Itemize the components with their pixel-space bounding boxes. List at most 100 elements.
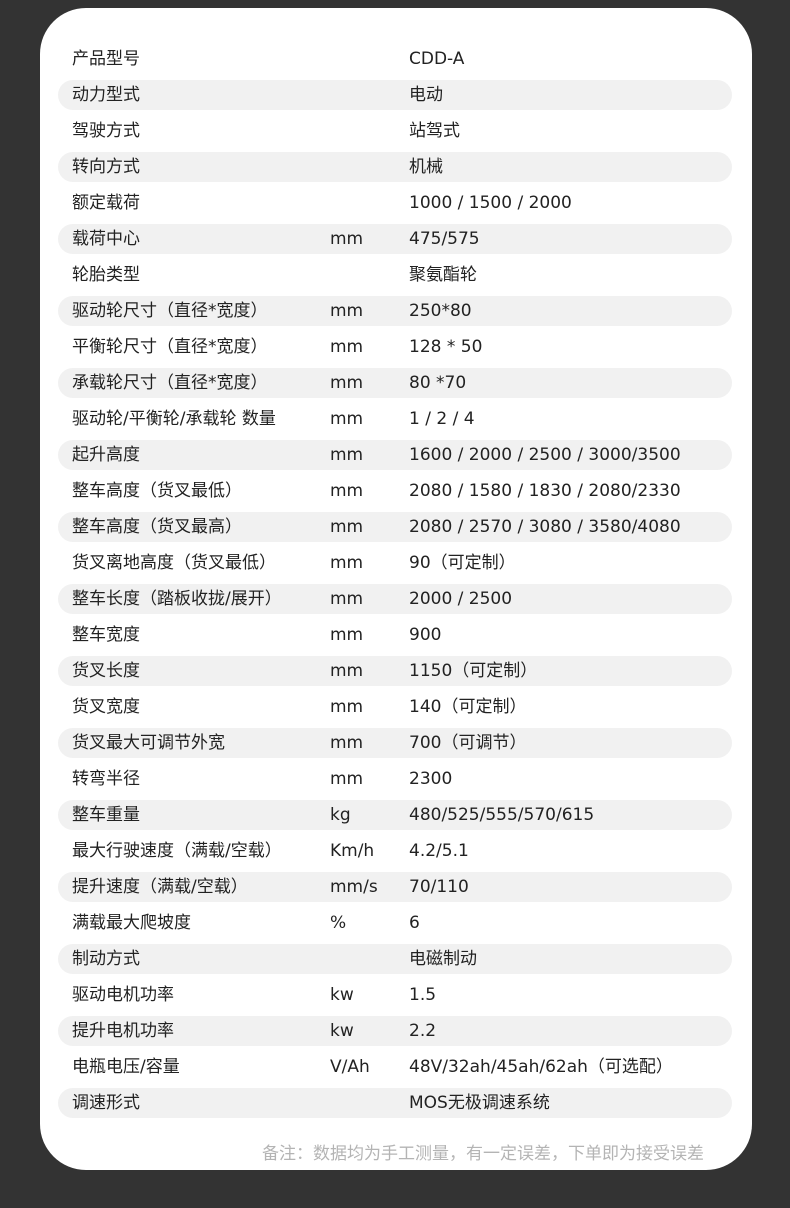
- spec-label: 整车宽度: [72, 625, 140, 645]
- spec-row: 动力型式 电动: [58, 77, 732, 113]
- spec-label: 制动方式: [72, 949, 140, 969]
- spec-label: 货叉宽度: [72, 697, 140, 717]
- spec-row: 调速形式 MOS无极调速系统: [58, 1085, 732, 1121]
- spec-label: 载荷中心: [72, 229, 140, 249]
- spec-label: 调速形式: [72, 1093, 140, 1113]
- spec-label: 额定载荷: [72, 193, 140, 213]
- spec-value: 475/575: [409, 229, 480, 249]
- spec-unit: mm: [330, 229, 364, 249]
- spec-label: 轮胎类型: [72, 265, 140, 285]
- spec-label: 起升高度: [72, 445, 140, 465]
- spec-value: CDD-A: [409, 49, 465, 69]
- spec-row: 驾驶方式 站驾式: [58, 113, 732, 149]
- spec-unit: mm/s: [330, 877, 378, 897]
- spec-value: 6: [409, 913, 420, 933]
- spec-unit: mm: [330, 697, 364, 717]
- spec-label: 驱动电机功率: [72, 985, 174, 1005]
- spec-row: 起升高度 mm 1600 / 2000 / 2500 / 3000/3500: [58, 437, 732, 473]
- spec-value: 1 / 2 / 4: [409, 409, 475, 429]
- spec-row: 额定载荷 1000 / 1500 / 2000: [58, 185, 732, 221]
- spec-unit: mm: [330, 625, 364, 645]
- spec-label: 驱动轮尺寸（直径*宽度）: [72, 301, 268, 321]
- spec-value: 机械: [409, 157, 443, 177]
- spec-row: 制动方式 电磁制动: [58, 941, 732, 977]
- spec-label: 货叉离地高度（货叉最低）: [72, 553, 276, 573]
- spec-label: 货叉长度: [72, 661, 140, 681]
- spec-row: 整车高度（货叉最低） mm 2080 / 1580 / 1830 / 2080/23…: [58, 473, 732, 509]
- spec-unit: Km/h: [330, 841, 375, 861]
- spec-unit: mm: [330, 733, 364, 753]
- spec-row: 平衡轮尺寸（直径*宽度） mm 128 * 50: [58, 329, 732, 365]
- spec-unit: V/Ah: [330, 1057, 370, 1077]
- spec-label: 最大行驶速度（满载/空载）: [72, 841, 282, 861]
- spec-label: 平衡轮尺寸（直径*宽度）: [72, 337, 268, 357]
- spec-unit: mm: [330, 301, 364, 321]
- spec-value: 2.2: [409, 1021, 437, 1041]
- spec-value: 电磁制动: [409, 949, 477, 969]
- spec-label: 整车高度（货叉最低）: [72, 481, 242, 501]
- spec-value: 480/525/555/570/615: [409, 805, 595, 825]
- spec-row: 整车重量 kg 480/525/555/570/615: [58, 797, 732, 833]
- spec-label: 转向方式: [72, 157, 140, 177]
- spec-unit: mm: [330, 337, 364, 357]
- spec-label: 产品型号: [72, 49, 140, 69]
- spec-label: 整车高度（货叉最高）: [72, 517, 242, 537]
- spec-value: 80 *70: [409, 373, 467, 393]
- spec-value: 1600 / 2000 / 2500 / 3000/3500: [409, 445, 681, 465]
- spec-label: 整车长度（踏板收拢/展开）: [72, 589, 282, 609]
- spec-row: 提升速度（满载/空载） mm/s 70/110: [58, 869, 732, 905]
- spec-row: 整车长度（踏板收拢/展开） mm 2000 / 2500: [58, 581, 732, 617]
- spec-value: 128 * 50: [409, 337, 483, 357]
- spec-label: 电瓶电压/容量: [72, 1057, 180, 1077]
- spec-card: 产品型号 CDD-A 动力型式 电动驾驶方式 站驾式转向方式 机械额定载荷 1000 / 1…: [40, 8, 752, 1170]
- spec-row: 电瓶电压/容量 V/Ah 48V/32ah/45ah/62ah（可选配）: [58, 1049, 732, 1085]
- spec-value: 2080 / 2570 / 3080 / 3580/4080: [409, 517, 681, 537]
- spec-label: 提升速度（满载/空载）: [72, 877, 248, 897]
- spec-value: 电动: [409, 85, 443, 105]
- spec-unit: %: [330, 913, 347, 933]
- spec-unit: mm: [330, 769, 364, 789]
- spec-value: 90（可定制）: [409, 553, 516, 573]
- spec-unit: mm: [330, 661, 364, 681]
- spec-unit: mm: [330, 409, 364, 429]
- spec-value: 4.2/5.1: [409, 841, 469, 861]
- spec-row: 货叉离地高度（货叉最低） mm 90（可定制）: [58, 545, 732, 581]
- spec-label: 整车重量: [72, 805, 140, 825]
- spec-unit: kw: [330, 985, 354, 1005]
- spec-value: 1000 / 1500 / 2000: [409, 193, 572, 213]
- spec-row: 转弯半径 mm 2300: [58, 761, 732, 797]
- spec-value: MOS无极调速系统: [409, 1093, 550, 1113]
- spec-row: 提升电机功率 kw 2.2: [58, 1013, 732, 1049]
- spec-label: 提升电机功率: [72, 1021, 174, 1041]
- footnote: 备注：数据均为手工测量，有一定误差，下单即为接受误差: [262, 1144, 704, 1164]
- spec-unit: kg: [330, 805, 351, 825]
- spec-row: 驱动轮/平衡轮/承载轮 数量 mm 1 / 2 / 4: [58, 401, 732, 437]
- spec-unit: mm: [330, 481, 364, 501]
- spec-value: 250*80: [409, 301, 472, 321]
- spec-unit: mm: [330, 373, 364, 393]
- spec-value: 2000 / 2500: [409, 589, 513, 609]
- spec-row: 货叉长度 mm 1150（可定制）: [58, 653, 732, 689]
- spec-row: 货叉宽度 mm 140（可定制）: [58, 689, 732, 725]
- spec-row: 整车宽度 mm 900: [58, 617, 732, 653]
- spec-row: 轮胎类型 聚氨酯轮: [58, 257, 732, 293]
- spec-value: 1.5: [409, 985, 437, 1005]
- spec-value: 2080 / 1580 / 1830 / 2080/2330: [409, 481, 681, 501]
- spec-label: 驾驶方式: [72, 121, 140, 141]
- spec-value: 900: [409, 625, 442, 645]
- spec-value: 站驾式: [409, 121, 460, 141]
- spec-row: 转向方式 机械: [58, 149, 732, 185]
- spec-value: 聚氨酯轮: [409, 265, 477, 285]
- spec-row: 载荷中心 mm 475/575: [58, 221, 732, 257]
- spec-label: 承载轮尺寸（直径*宽度）: [72, 373, 268, 393]
- spec-row: 最大行驶速度（满载/空载） Km/h 4.2/5.1: [58, 833, 732, 869]
- spec-label: 满载最大爬坡度: [72, 913, 191, 933]
- spec-value: 70/110: [409, 877, 469, 897]
- spec-label: 动力型式: [72, 85, 140, 105]
- spec-table: 产品型号 CDD-A 动力型式 电动驾驶方式 站驾式转向方式 机械额定载荷 1000 / 1…: [58, 41, 732, 1121]
- spec-unit: kw: [330, 1021, 354, 1041]
- spec-value: 140（可定制）: [409, 697, 527, 717]
- spec-row: 满载最大爬坡度% 6: [58, 905, 732, 941]
- spec-value: 2300: [409, 769, 453, 789]
- spec-row: 产品型号 CDD-A: [58, 41, 732, 77]
